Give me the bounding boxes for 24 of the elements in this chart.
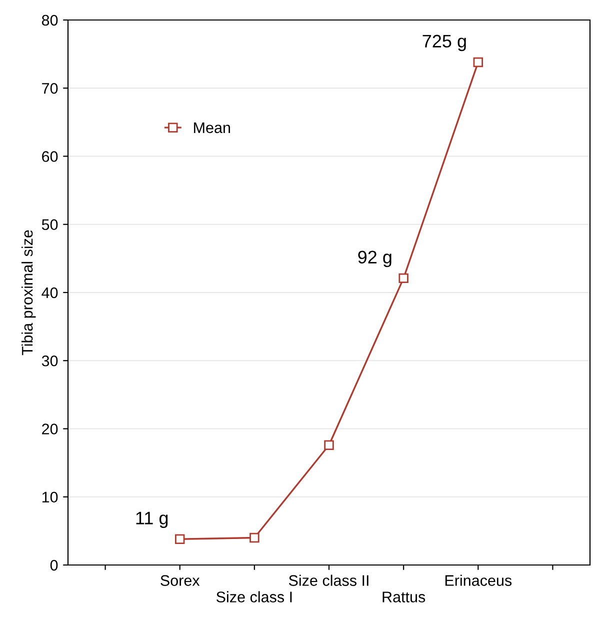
y-tick-label: 10 <box>42 492 58 503</box>
point <box>324 440 334 450</box>
point <box>250 532 260 543</box>
y-tick-label: 30 <box>42 355 58 366</box>
y-tick-label: 80 <box>42 14 58 26</box>
y-tick-label: 40 <box>42 287 58 298</box>
legend-label: Mean <box>194 122 230 134</box>
annotation: 11 g <box>136 512 168 528</box>
point <box>473 57 484 68</box>
y-axis-title: Tibia proximal size <box>21 230 36 356</box>
x-tick-label: Size class II <box>288 574 368 586</box>
y-tick-label: 50 <box>42 219 58 230</box>
x-tick-label: Rattus <box>382 592 426 602</box>
y-tick-label: 20 <box>42 424 58 434</box>
x-tick-label: Erinaceus <box>445 574 512 586</box>
annotation: 92 g <box>358 250 392 268</box>
point <box>174 534 185 544</box>
y-tick-label: 70 <box>42 82 58 94</box>
annotation: 725 g <box>422 34 466 52</box>
point <box>398 273 408 284</box>
y-tick-label: 0 <box>50 560 58 571</box>
x-tick-label: Sorex <box>160 575 200 586</box>
y-tick-label: 60 <box>42 151 58 162</box>
x-tick-label: Size class I <box>216 591 292 602</box>
